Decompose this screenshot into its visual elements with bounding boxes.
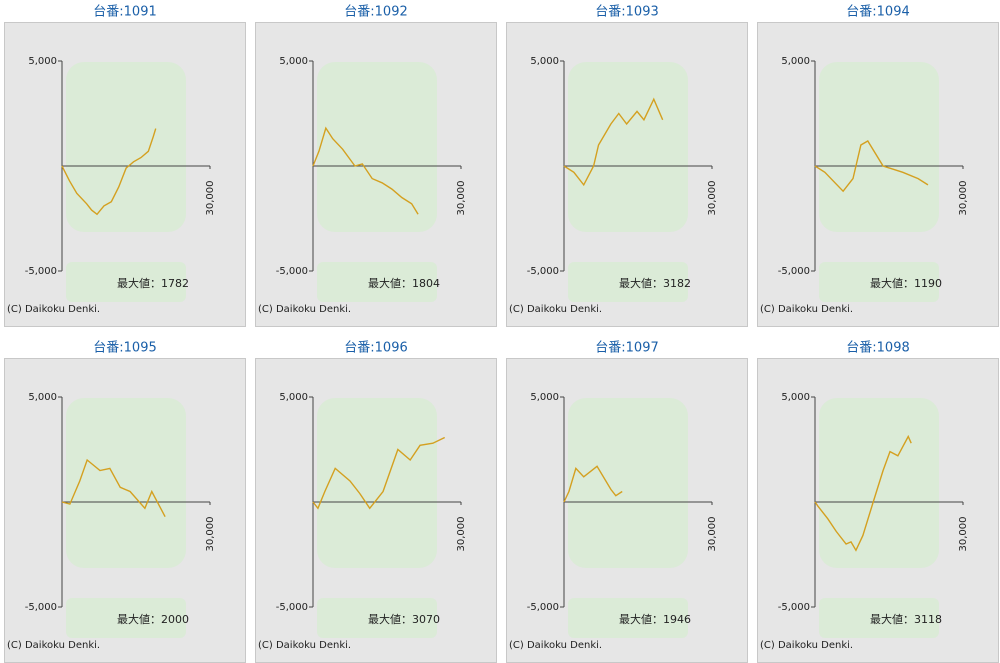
credit: (C) Daikoku Denki. (760, 640, 853, 651)
chart-panel: 5,000 -5,000 30,000 最大値：1190 (C) Daikoku Den… (757, 22, 999, 327)
data-line (61, 458, 166, 518)
annotation: 最大値：1946 (619, 612, 691, 626)
chart-panel: 5,000 -5,000 30,000 最大値：3118 (C) Daikoku Den… (757, 358, 999, 663)
y-tick-label: -5,000 (25, 602, 57, 613)
y-tick-label: -5,000 (778, 266, 810, 277)
y-tick-label: 5,000 (279, 392, 308, 403)
data-line (814, 140, 929, 193)
panel-art (819, 598, 939, 638)
y-tick-label: -5,000 (25, 266, 57, 277)
y-tick-label: 5,000 (530, 392, 559, 403)
x-tick-label: 30,000 (958, 517, 969, 552)
chart-title[interactable]: 台番:1093 (595, 5, 658, 20)
chart-title[interactable]: 台番:1092 (344, 5, 407, 20)
x-tick-label: 30,000 (456, 181, 467, 216)
x-tick-label: 30,000 (707, 181, 718, 216)
annotation: 最大値：2000 (117, 612, 189, 626)
panel-art (317, 62, 437, 232)
x-tick-label: 30,000 (205, 517, 216, 552)
data-line (61, 128, 157, 216)
y-tick-label: 5,000 (28, 56, 57, 67)
chart-title[interactable]: 台番:1094 (846, 5, 909, 20)
x-tick-label: 30,000 (205, 181, 216, 216)
y-tick-label: 5,000 (781, 392, 810, 403)
annotation: 最大値：3182 (619, 276, 691, 290)
y-tick-label: -5,000 (276, 602, 308, 613)
panel-art (66, 262, 186, 302)
y-tick-label: -5,000 (276, 266, 308, 277)
annotation: 最大値：3070 (368, 612, 440, 626)
y-tick-label: 5,000 (279, 56, 308, 67)
annotation: 最大値：1804 (368, 276, 440, 290)
credit: (C) Daikoku Denki. (258, 304, 351, 315)
credit: (C) Daikoku Denki. (760, 304, 853, 315)
chart-panel: 5,000 -5,000 30,000 最大値：1804 (C) Daikoku Den… (255, 22, 497, 327)
y-tick-label: 5,000 (781, 56, 810, 67)
chart-panel: 5,000 -5,000 30,000 最大値：1782 (C) Daikoku Den… (4, 22, 246, 327)
chart-panel: 5,000 -5,000 30,000 最大値：3070 (C) Daikoku Den… (255, 358, 497, 663)
annotation: 最大値：1782 (117, 276, 189, 290)
x-tick-label: 30,000 (958, 181, 969, 216)
panel-art (819, 62, 939, 232)
y-tick-label: 5,000 (28, 392, 57, 403)
credit: (C) Daikoku Denki. (509, 640, 602, 651)
credit: (C) Daikoku Denki. (7, 640, 100, 651)
x-tick-label: 30,000 (456, 517, 467, 552)
y-tick-label: -5,000 (527, 602, 559, 613)
y-tick-label: 5,000 (530, 56, 559, 67)
panel-art (568, 598, 688, 638)
data-line (312, 126, 419, 215)
y-tick-label: -5,000 (778, 602, 810, 613)
data-line (563, 97, 664, 187)
annotation: 最大値：3118 (870, 612, 942, 626)
chart-panel: 5,000 -5,000 30,000 最大値：2000 (C) Daikoku Den… (4, 358, 246, 663)
credit: (C) Daikoku Denki. (509, 304, 602, 315)
chart-title[interactable]: 台番:1091 (93, 5, 156, 20)
credit: (C) Daikoku Denki. (258, 640, 351, 651)
panel-art (568, 398, 688, 568)
credit: (C) Daikoku Denki. (7, 304, 100, 315)
panel-art (317, 598, 437, 638)
data-line (312, 436, 446, 510)
x-tick-label: 30,000 (707, 517, 718, 552)
panel-art (66, 398, 186, 568)
panel-art (819, 262, 939, 302)
panel-art (317, 398, 437, 568)
y-tick-label: -5,000 (527, 266, 559, 277)
data-line (563, 465, 623, 503)
panel-art (317, 262, 437, 302)
panel-art (66, 598, 186, 638)
panel-art (568, 262, 688, 302)
chart-title[interactable]: 台番:1098 (846, 341, 909, 356)
panel-art (568, 62, 688, 232)
data-line (814, 434, 912, 552)
chart-title[interactable]: 台番:1096 (344, 341, 407, 356)
panel-art (66, 62, 186, 232)
chart-panel: 5,000 -5,000 30,000 最大値：3182 (C) Daikoku Den… (506, 22, 748, 327)
chart-panel: 5,000 -5,000 30,000 最大値：1946 (C) Daikoku Den… (506, 358, 748, 663)
annotation: 最大値：1190 (870, 276, 942, 290)
chart-title[interactable]: 台番:1097 (595, 341, 658, 356)
chart-title[interactable]: 台番:1095 (93, 341, 156, 356)
